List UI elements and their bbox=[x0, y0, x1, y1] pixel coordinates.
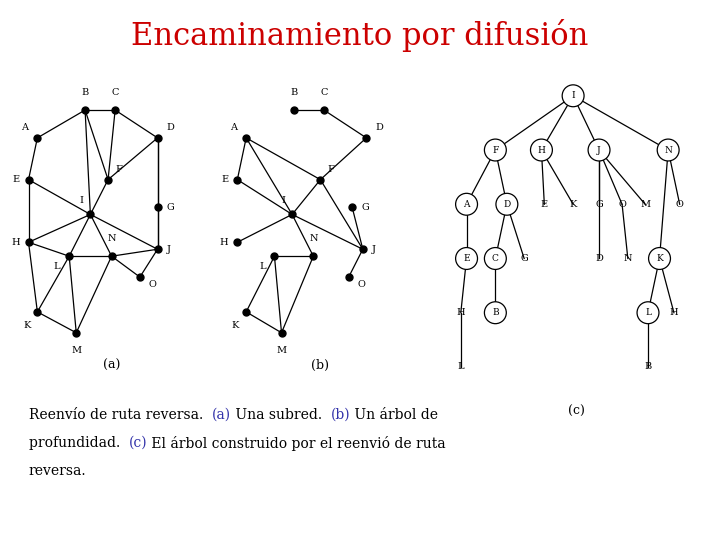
Text: F: F bbox=[115, 165, 122, 174]
Text: H: H bbox=[538, 145, 545, 154]
Text: (a): (a) bbox=[103, 359, 120, 372]
Text: L: L bbox=[457, 362, 464, 372]
Text: O: O bbox=[676, 200, 683, 209]
Text: M: M bbox=[71, 346, 81, 355]
Text: E: E bbox=[12, 175, 19, 184]
Text: L: L bbox=[259, 262, 266, 271]
Text: B: B bbox=[644, 362, 652, 372]
Ellipse shape bbox=[456, 193, 477, 215]
Text: K: K bbox=[23, 321, 30, 330]
Text: A: A bbox=[230, 123, 238, 132]
Text: N: N bbox=[624, 254, 632, 263]
Text: B: B bbox=[290, 88, 297, 97]
Text: G: G bbox=[521, 254, 528, 263]
Text: El árbol construido por el reenvió de ruta: El árbol construido por el reenvió de ru… bbox=[148, 436, 446, 451]
Text: (b): (b) bbox=[330, 408, 351, 422]
Ellipse shape bbox=[485, 139, 506, 161]
Text: J: J bbox=[166, 245, 171, 254]
Text: A: A bbox=[463, 200, 470, 209]
Text: K: K bbox=[656, 254, 663, 263]
Ellipse shape bbox=[531, 139, 552, 161]
Text: H: H bbox=[11, 238, 19, 247]
Text: C: C bbox=[112, 88, 119, 97]
Text: O: O bbox=[618, 200, 626, 209]
Text: J: J bbox=[372, 245, 376, 254]
Text: K: K bbox=[232, 321, 239, 330]
Text: (c): (c) bbox=[567, 404, 585, 417]
Text: L: L bbox=[54, 262, 60, 271]
Text: K: K bbox=[570, 200, 577, 209]
Text: G: G bbox=[361, 203, 369, 212]
Text: C: C bbox=[320, 88, 328, 97]
Text: G: G bbox=[595, 200, 603, 209]
Text: D: D bbox=[595, 254, 603, 263]
Ellipse shape bbox=[562, 85, 584, 107]
Text: reversa.: reversa. bbox=[29, 464, 86, 478]
Text: B: B bbox=[81, 88, 89, 97]
Text: G: G bbox=[166, 203, 174, 212]
Ellipse shape bbox=[456, 247, 477, 269]
Ellipse shape bbox=[485, 302, 506, 323]
Text: D: D bbox=[166, 123, 174, 132]
Text: profundidad.: profundidad. bbox=[29, 436, 129, 450]
Text: N: N bbox=[665, 145, 672, 154]
Text: H: H bbox=[456, 308, 465, 317]
Text: J: J bbox=[597, 145, 601, 154]
Text: B: B bbox=[492, 308, 499, 317]
Text: N: N bbox=[107, 234, 116, 244]
Ellipse shape bbox=[588, 139, 610, 161]
Text: E: E bbox=[221, 175, 228, 184]
Text: E: E bbox=[463, 254, 470, 263]
Ellipse shape bbox=[496, 193, 518, 215]
Text: H: H bbox=[670, 308, 678, 317]
Text: H: H bbox=[220, 238, 228, 247]
Text: (b): (b) bbox=[311, 359, 329, 372]
Text: Un árbol de: Un árbol de bbox=[351, 408, 438, 422]
Text: F: F bbox=[328, 165, 334, 174]
Text: E: E bbox=[541, 200, 548, 209]
Text: M: M bbox=[640, 200, 650, 209]
Text: (a): (a) bbox=[212, 408, 231, 422]
Text: I: I bbox=[571, 91, 575, 100]
Text: N: N bbox=[309, 234, 318, 244]
Text: F: F bbox=[492, 145, 498, 154]
Text: O: O bbox=[149, 280, 156, 288]
Ellipse shape bbox=[649, 247, 670, 269]
Text: L: L bbox=[645, 308, 651, 317]
Text: O: O bbox=[358, 280, 365, 288]
Text: Reenvío de ruta reversa.: Reenvío de ruta reversa. bbox=[29, 408, 212, 422]
Ellipse shape bbox=[485, 247, 506, 269]
Text: I: I bbox=[281, 196, 285, 205]
Text: I: I bbox=[79, 196, 84, 205]
Text: A: A bbox=[22, 123, 29, 132]
Text: Una subred.: Una subred. bbox=[231, 408, 330, 422]
Text: C: C bbox=[492, 254, 499, 263]
Text: D: D bbox=[503, 200, 510, 209]
Text: D: D bbox=[375, 123, 383, 132]
Ellipse shape bbox=[637, 302, 659, 323]
Text: Encaminamiento por difusión: Encaminamiento por difusión bbox=[131, 19, 589, 52]
Ellipse shape bbox=[657, 139, 679, 161]
Text: (c): (c) bbox=[129, 436, 148, 450]
Text: M: M bbox=[276, 346, 287, 355]
